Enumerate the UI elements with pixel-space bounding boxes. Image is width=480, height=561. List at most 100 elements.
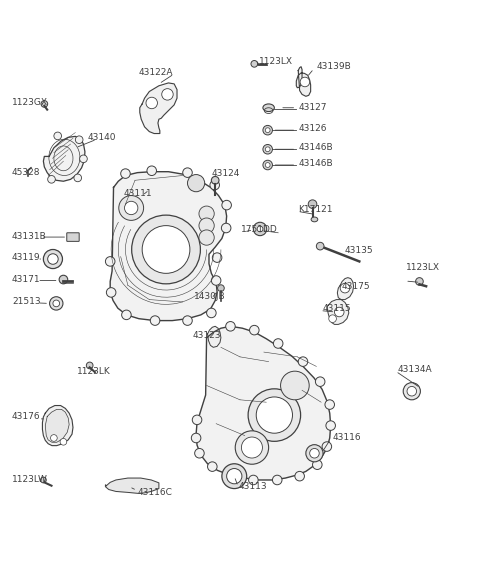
Circle shape (74, 174, 82, 182)
Circle shape (53, 300, 60, 307)
Text: 43111: 43111 (123, 189, 152, 198)
Circle shape (295, 471, 304, 481)
Circle shape (416, 278, 423, 286)
Circle shape (150, 316, 160, 325)
Circle shape (340, 283, 350, 293)
Text: 1751DD: 1751DD (241, 226, 278, 234)
Text: 1123LW: 1123LW (12, 476, 48, 485)
Circle shape (43, 250, 62, 269)
Text: 1123LX: 1123LX (259, 57, 293, 66)
Circle shape (403, 383, 420, 400)
Circle shape (132, 215, 200, 284)
Text: 43146B: 43146B (298, 159, 333, 168)
Text: 43175: 43175 (341, 282, 370, 291)
Text: 43119: 43119 (12, 253, 40, 262)
Circle shape (407, 387, 417, 396)
Circle shape (308, 200, 317, 209)
Polygon shape (207, 327, 221, 347)
Circle shape (106, 256, 115, 266)
Circle shape (256, 397, 292, 433)
Circle shape (300, 77, 310, 87)
Circle shape (217, 285, 224, 292)
Circle shape (107, 288, 116, 297)
Polygon shape (45, 410, 69, 442)
Circle shape (306, 445, 323, 462)
Circle shape (263, 126, 273, 135)
Circle shape (235, 431, 269, 465)
Polygon shape (106, 478, 159, 493)
Circle shape (188, 174, 204, 192)
Text: 43122A: 43122A (139, 68, 173, 77)
Circle shape (310, 448, 319, 458)
Text: 1430JB: 1430JB (194, 292, 225, 301)
Circle shape (124, 201, 138, 215)
Circle shape (241, 437, 263, 458)
Ellipse shape (311, 217, 318, 222)
Circle shape (121, 310, 131, 320)
Circle shape (54, 132, 61, 140)
Circle shape (329, 315, 336, 323)
Ellipse shape (263, 104, 275, 112)
Circle shape (41, 100, 48, 107)
Circle shape (251, 61, 258, 67)
Circle shape (273, 475, 282, 485)
Text: 45328: 45328 (12, 168, 40, 177)
Circle shape (325, 400, 335, 410)
Circle shape (183, 168, 192, 177)
Text: 43139B: 43139B (316, 62, 351, 71)
Circle shape (212, 253, 222, 263)
Circle shape (210, 180, 219, 190)
Circle shape (146, 97, 157, 109)
Polygon shape (196, 327, 331, 480)
Circle shape (250, 325, 259, 335)
Circle shape (206, 308, 216, 318)
Circle shape (298, 357, 308, 366)
Circle shape (248, 389, 300, 442)
Circle shape (315, 377, 325, 387)
Circle shape (226, 471, 235, 481)
Text: 43123: 43123 (192, 332, 221, 341)
Circle shape (312, 460, 322, 470)
Text: 43135: 43135 (345, 246, 373, 255)
Circle shape (207, 462, 217, 471)
Polygon shape (42, 406, 73, 445)
Circle shape (222, 464, 247, 489)
Circle shape (183, 316, 192, 325)
Circle shape (265, 147, 270, 151)
Circle shape (86, 362, 93, 369)
Circle shape (147, 166, 156, 176)
Circle shape (80, 155, 87, 163)
Circle shape (211, 275, 221, 286)
Text: K17121: K17121 (298, 205, 333, 214)
Circle shape (75, 136, 83, 144)
Circle shape (49, 297, 63, 310)
Polygon shape (337, 278, 354, 300)
Circle shape (50, 435, 57, 442)
Circle shape (221, 223, 231, 233)
Circle shape (257, 226, 263, 232)
Circle shape (192, 433, 201, 443)
Circle shape (227, 468, 242, 484)
Text: 1123LK: 1123LK (77, 367, 110, 376)
Circle shape (60, 439, 67, 445)
Text: 43146B: 43146B (298, 143, 333, 153)
Text: 43126: 43126 (298, 124, 327, 134)
Text: 43115: 43115 (322, 304, 351, 313)
Circle shape (226, 321, 235, 331)
Circle shape (48, 254, 58, 264)
Text: 21513: 21513 (12, 297, 40, 306)
Circle shape (48, 176, 55, 183)
Circle shape (195, 448, 204, 458)
Polygon shape (110, 172, 227, 320)
Circle shape (222, 200, 231, 210)
Circle shape (40, 477, 46, 483)
Circle shape (59, 275, 68, 284)
Text: 43140: 43140 (87, 133, 116, 142)
Circle shape (265, 163, 270, 167)
Text: 43116: 43116 (333, 433, 362, 442)
Circle shape (192, 415, 202, 425)
Circle shape (199, 206, 214, 222)
Circle shape (120, 169, 130, 178)
Circle shape (253, 222, 267, 236)
Circle shape (322, 442, 332, 452)
